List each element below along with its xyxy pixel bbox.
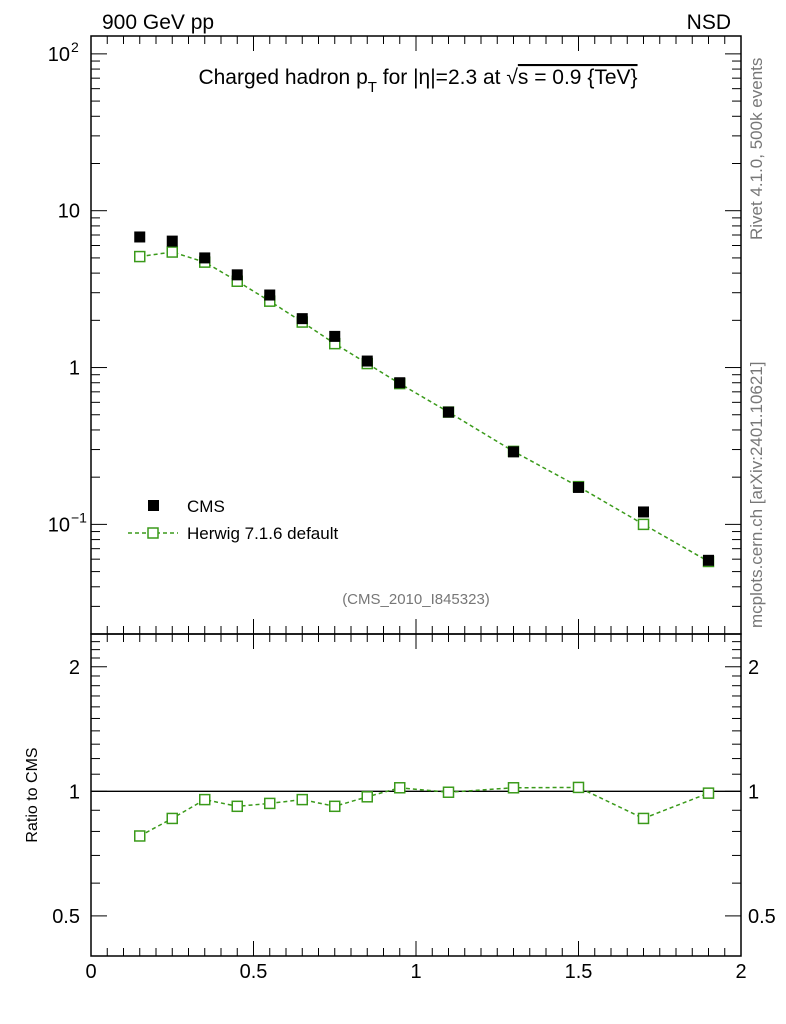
header-right: NSD: [687, 11, 731, 34]
title-root: √: [506, 66, 518, 89]
legend-cms-label: CMS: [187, 497, 225, 516]
ratio-point: [231, 800, 243, 813]
ratio-point: [296, 793, 308, 806]
ratio-panel-frame: [90, 633, 742, 957]
ratio-y-tick-label-right: 0.5: [748, 906, 776, 928]
main-panel-frame: [90, 35, 742, 635]
ratio-series: [134, 781, 715, 842]
cms-point: [394, 377, 406, 389]
cms-point: [264, 289, 276, 301]
title-mid: for |η|=2.3 at: [377, 66, 506, 89]
ratio-point: [329, 800, 341, 813]
ratio-point: [166, 812, 178, 825]
legend-herwig-marker: [147, 527, 159, 539]
ratio-point: [507, 782, 520, 794]
ratio-point: [442, 786, 455, 798]
y-tick-label: 10: [48, 44, 70, 66]
cms-point: [329, 330, 341, 342]
cms-point: [199, 252, 211, 264]
y-tick-label-exponent: 2: [71, 39, 79, 55]
cms-point: [573, 481, 584, 493]
y-tick-label: 10: [58, 201, 80, 223]
analysis-id: (CMS_2010_I845323): [342, 591, 490, 608]
y-tick-label: 10: [48, 514, 70, 536]
ratio-point: [134, 830, 146, 842]
title-s-expr: s = 0.9 {TeV}: [518, 66, 638, 89]
ratio-point: [199, 793, 211, 806]
cms-point: [296, 313, 308, 325]
legend: CMS Herwig 7.1.6 default: [128, 497, 338, 543]
cms-point: [134, 231, 146, 243]
herwig-point: [166, 246, 178, 258]
cms-point: [231, 269, 243, 281]
ratio-y-tick-label: 0.5: [52, 906, 80, 928]
x-tick-label: 0: [85, 961, 96, 983]
header-left: 900 GeV pp: [102, 11, 214, 34]
chart-title: Charged hadron pT for |η|=2.3 at √s = 0.…: [198, 66, 637, 96]
axis-ticks: [90, 36, 742, 957]
herwig-point: [134, 250, 146, 263]
x-tick-label: 1.5: [565, 961, 593, 983]
ratio-y-tick-label: 1: [69, 781, 80, 803]
y-tick-label-exponent: −1: [71, 509, 87, 525]
ratio-point: [361, 791, 373, 803]
ratio-line: [139, 786, 709, 837]
cms-point: [638, 506, 649, 518]
title-main: Charged hadron p: [198, 66, 367, 89]
herwig-point: [637, 518, 650, 531]
cms-point: [703, 554, 714, 566]
legend-cms-marker: [148, 500, 159, 511]
main-series: [134, 231, 715, 568]
legend-herwig-label: Herwig 7.1.6 default: [187, 524, 338, 543]
ratio-point: [702, 787, 715, 799]
ratio-point: [264, 797, 276, 810]
x-tick-label: 1: [410, 961, 421, 983]
x-tick-label: 2: [735, 961, 746, 983]
cms-point: [508, 446, 519, 458]
cms-point: [443, 406, 454, 418]
cms-point: [166, 235, 178, 247]
ratio-y-tick-label-right: 2: [748, 657, 759, 679]
ratio-ylabel: Ratio to CMS: [24, 747, 41, 842]
site-label: mcplots.cern.ch [arXiv:2401.10621]: [747, 362, 766, 628]
ratio-point: [394, 782, 406, 794]
x-tick-label: 0.5: [240, 961, 268, 983]
cms-point: [361, 355, 373, 367]
ratio-point: [572, 781, 585, 794]
version-label: Rivet 4.1.0, 500k events: [747, 58, 766, 240]
ratio-point: [637, 812, 650, 825]
ratio-y-tick-label: 2: [69, 657, 80, 679]
herwig-line: [139, 251, 709, 563]
ratio-y-tick-label-right: 1: [748, 781, 759, 803]
y-tick-label: 1: [69, 358, 80, 380]
title-sub: T: [368, 79, 377, 96]
